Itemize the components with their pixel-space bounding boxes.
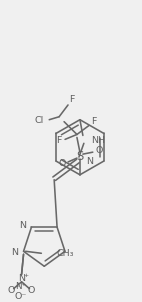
Text: O⁻: O⁻ (14, 292, 27, 301)
Text: O: O (95, 146, 102, 155)
Text: N: N (18, 274, 25, 283)
Text: N: N (12, 248, 19, 257)
Text: +: + (23, 273, 28, 278)
Text: ⁻: ⁻ (16, 286, 20, 292)
Text: F: F (69, 95, 75, 104)
Text: N: N (86, 158, 93, 166)
Text: O: O (8, 286, 15, 295)
Text: Cl: Cl (35, 116, 44, 125)
Text: CH₃: CH₃ (56, 249, 74, 258)
Text: O: O (58, 159, 66, 169)
Text: NH: NH (91, 136, 105, 145)
Text: F: F (56, 136, 62, 145)
Text: O: O (28, 286, 35, 295)
Text: S: S (76, 149, 83, 162)
Text: N⁺: N⁺ (15, 282, 26, 291)
Text: N: N (19, 221, 27, 230)
Text: F: F (91, 117, 96, 126)
